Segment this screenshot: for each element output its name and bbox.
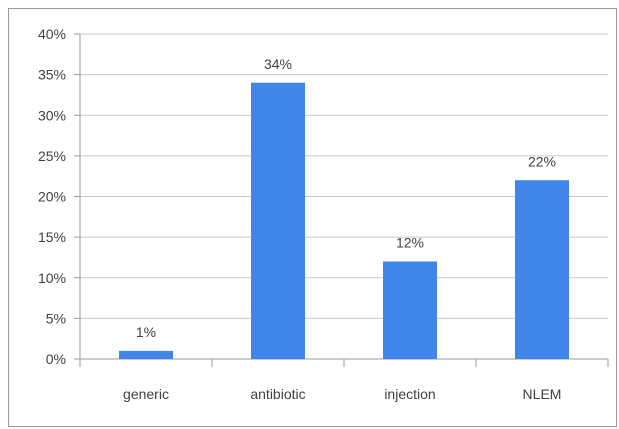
bar: [383, 261, 437, 359]
bar: [119, 350, 173, 359]
y-tick-label: 30%: [38, 107, 66, 123]
y-tick-label: 25%: [38, 148, 66, 164]
y-tick-label: 10%: [38, 270, 66, 286]
x-category-label: injection: [384, 386, 435, 402]
x-category-label: NLEM: [523, 386, 562, 402]
x-category-label: generic: [123, 386, 169, 402]
bar: [515, 180, 569, 359]
data-label: 34%: [264, 56, 292, 72]
data-label: 22%: [528, 153, 556, 169]
bar: [251, 82, 305, 359]
y-tick-label: 20%: [38, 189, 66, 205]
y-tick-label: 0%: [46, 351, 66, 367]
y-tick-label: 5%: [46, 310, 66, 326]
y-tick-label: 40%: [38, 26, 66, 42]
data-label: 12%: [396, 235, 424, 251]
y-tick-label: 15%: [38, 229, 66, 245]
y-tick-label: 35%: [38, 67, 66, 83]
data-label: 1%: [136, 324, 156, 340]
x-category-label: antibiotic: [250, 386, 305, 402]
